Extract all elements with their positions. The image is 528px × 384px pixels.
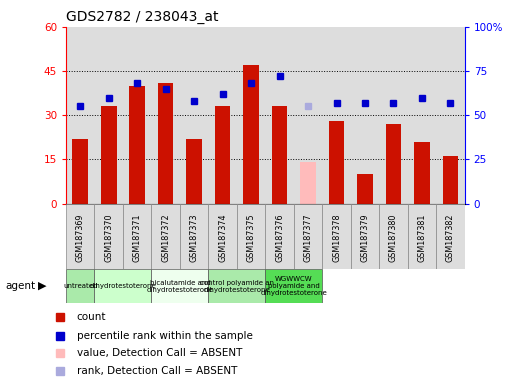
Bar bbox=[265, 204, 294, 269]
Text: GSM187373: GSM187373 bbox=[190, 214, 199, 262]
Bar bbox=[180, 204, 209, 269]
Text: GSM187370: GSM187370 bbox=[104, 214, 113, 262]
Bar bbox=[129, 86, 145, 204]
Bar bbox=[351, 204, 379, 269]
Text: ▶: ▶ bbox=[38, 281, 46, 291]
Bar bbox=[152, 204, 180, 269]
Text: count: count bbox=[77, 312, 106, 322]
Bar bbox=[265, 269, 322, 303]
Text: control polyamide an
dihydrotestoterone: control polyamide an dihydrotestoterone bbox=[200, 280, 274, 293]
Bar bbox=[215, 106, 230, 204]
Bar bbox=[209, 269, 265, 303]
Bar bbox=[101, 106, 117, 204]
Bar bbox=[357, 174, 373, 204]
Bar bbox=[95, 269, 152, 303]
Text: GSM187369: GSM187369 bbox=[76, 214, 84, 262]
Bar bbox=[186, 139, 202, 204]
Text: untreated: untreated bbox=[63, 283, 98, 289]
Text: agent: agent bbox=[5, 281, 35, 291]
Bar bbox=[243, 65, 259, 204]
Bar bbox=[385, 124, 401, 204]
Bar bbox=[328, 121, 344, 204]
Bar bbox=[408, 204, 436, 269]
Bar bbox=[209, 204, 237, 269]
Bar bbox=[72, 139, 88, 204]
Text: dihydrotestoterone: dihydrotestoterone bbox=[90, 283, 156, 289]
Text: GDS2782 / 238043_at: GDS2782 / 238043_at bbox=[66, 10, 219, 25]
Bar bbox=[237, 204, 265, 269]
Text: value, Detection Call = ABSENT: value, Detection Call = ABSENT bbox=[77, 348, 242, 358]
Text: GSM187380: GSM187380 bbox=[389, 214, 398, 262]
Text: GSM187375: GSM187375 bbox=[247, 214, 256, 262]
Text: rank, Detection Call = ABSENT: rank, Detection Call = ABSENT bbox=[77, 366, 237, 376]
Bar bbox=[158, 83, 174, 204]
Text: GSM187376: GSM187376 bbox=[275, 214, 284, 262]
Bar bbox=[95, 204, 123, 269]
Bar bbox=[66, 204, 95, 269]
Bar bbox=[436, 204, 465, 269]
Bar bbox=[272, 106, 287, 204]
Text: GSM187377: GSM187377 bbox=[304, 214, 313, 262]
Bar bbox=[123, 204, 152, 269]
Bar bbox=[442, 156, 458, 204]
Text: GSM187378: GSM187378 bbox=[332, 214, 341, 262]
Bar bbox=[152, 269, 209, 303]
Text: GSM187382: GSM187382 bbox=[446, 214, 455, 262]
Text: GSM187381: GSM187381 bbox=[418, 214, 427, 262]
Bar bbox=[300, 162, 316, 204]
Text: GSM187379: GSM187379 bbox=[361, 214, 370, 262]
Bar bbox=[414, 142, 430, 204]
Bar bbox=[379, 204, 408, 269]
Text: GSM187374: GSM187374 bbox=[218, 214, 227, 262]
Text: GSM187371: GSM187371 bbox=[133, 214, 142, 262]
Text: WGWWCW
polyamide and
dihydrotestoterone: WGWWCW polyamide and dihydrotestoterone bbox=[260, 276, 327, 296]
Bar bbox=[294, 204, 322, 269]
Bar bbox=[66, 269, 95, 303]
Text: GSM187372: GSM187372 bbox=[161, 214, 170, 262]
Text: bicalutamide and
dihydrotestoterone: bicalutamide and dihydrotestoterone bbox=[147, 280, 213, 293]
Bar bbox=[322, 204, 351, 269]
Text: percentile rank within the sample: percentile rank within the sample bbox=[77, 331, 252, 341]
